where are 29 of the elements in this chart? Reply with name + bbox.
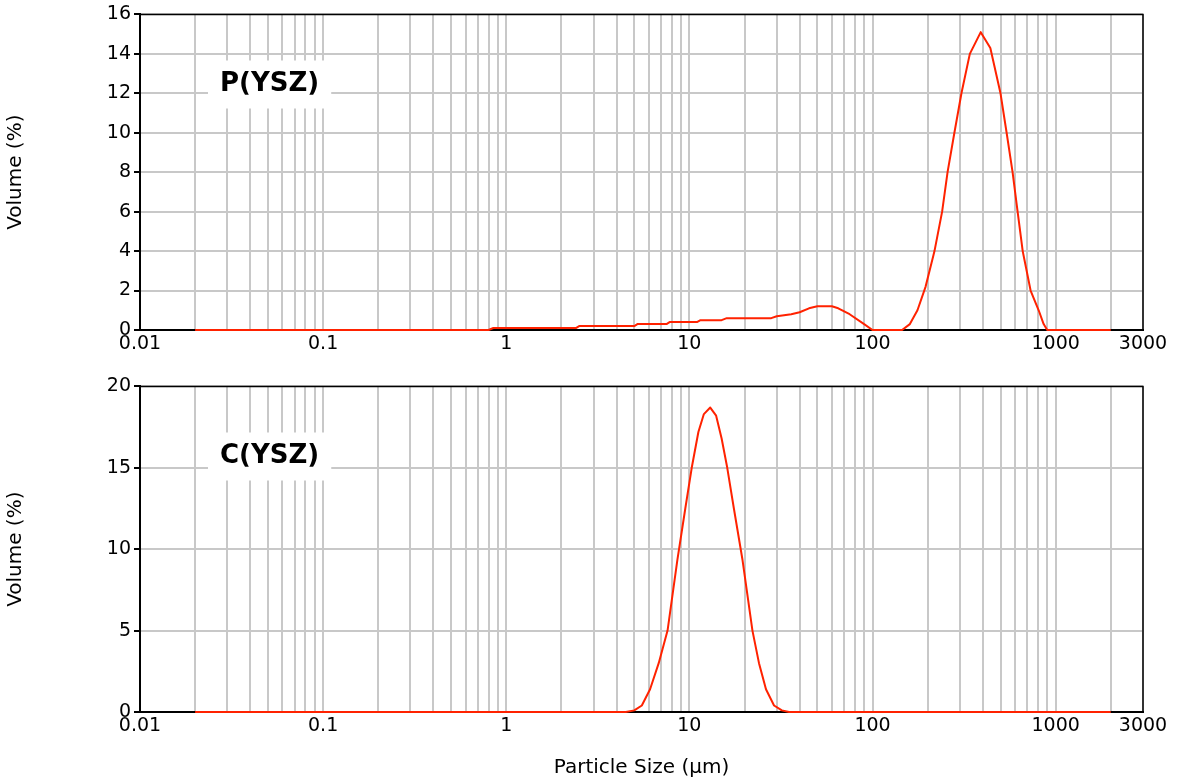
y-tick-label: 10 [106, 536, 131, 559]
x-tick-label: 1 [500, 713, 513, 736]
y-tick-label: 20 [106, 373, 131, 396]
x-tick-label: 10 [677, 713, 702, 736]
y-axis-title: Volume (%) [2, 491, 27, 607]
x-tick-label: 1 [500, 331, 513, 354]
x-tick-label: 3000 [1118, 713, 1168, 736]
x-tick-label: 10 [677, 331, 702, 354]
y-tick-label: 12 [106, 80, 131, 103]
y-tick-label: 16 [106, 1, 131, 24]
y-tick-label: 5 [118, 617, 131, 640]
y-tick-label: 6 [118, 198, 131, 221]
y-tick-label: 4 [118, 238, 131, 261]
x-tick-label: 0.1 [308, 331, 339, 354]
annotation: P(YSZ) [220, 67, 320, 98]
x-tick-label: 1000 [1031, 331, 1080, 354]
y-tick-label: 14 [106, 40, 131, 63]
x-tick-label: 3000 [1118, 331, 1168, 354]
x-tick-label: 100 [854, 713, 891, 736]
annotation: C(YSZ) [220, 439, 320, 470]
y-tick-label: 2 [118, 277, 131, 300]
x-axis-title: Particle Size (µm) [553, 754, 730, 779]
y-tick-label: 8 [118, 159, 131, 182]
y-tick-label: 10 [106, 119, 131, 142]
x-tick-label: 0.1 [308, 713, 339, 736]
y-tick-label: 15 [106, 454, 131, 477]
y-axis-title: Volume (%) [2, 114, 27, 230]
x-tick-label: 1000 [1031, 713, 1080, 736]
x-tick-label: 100 [854, 331, 891, 354]
